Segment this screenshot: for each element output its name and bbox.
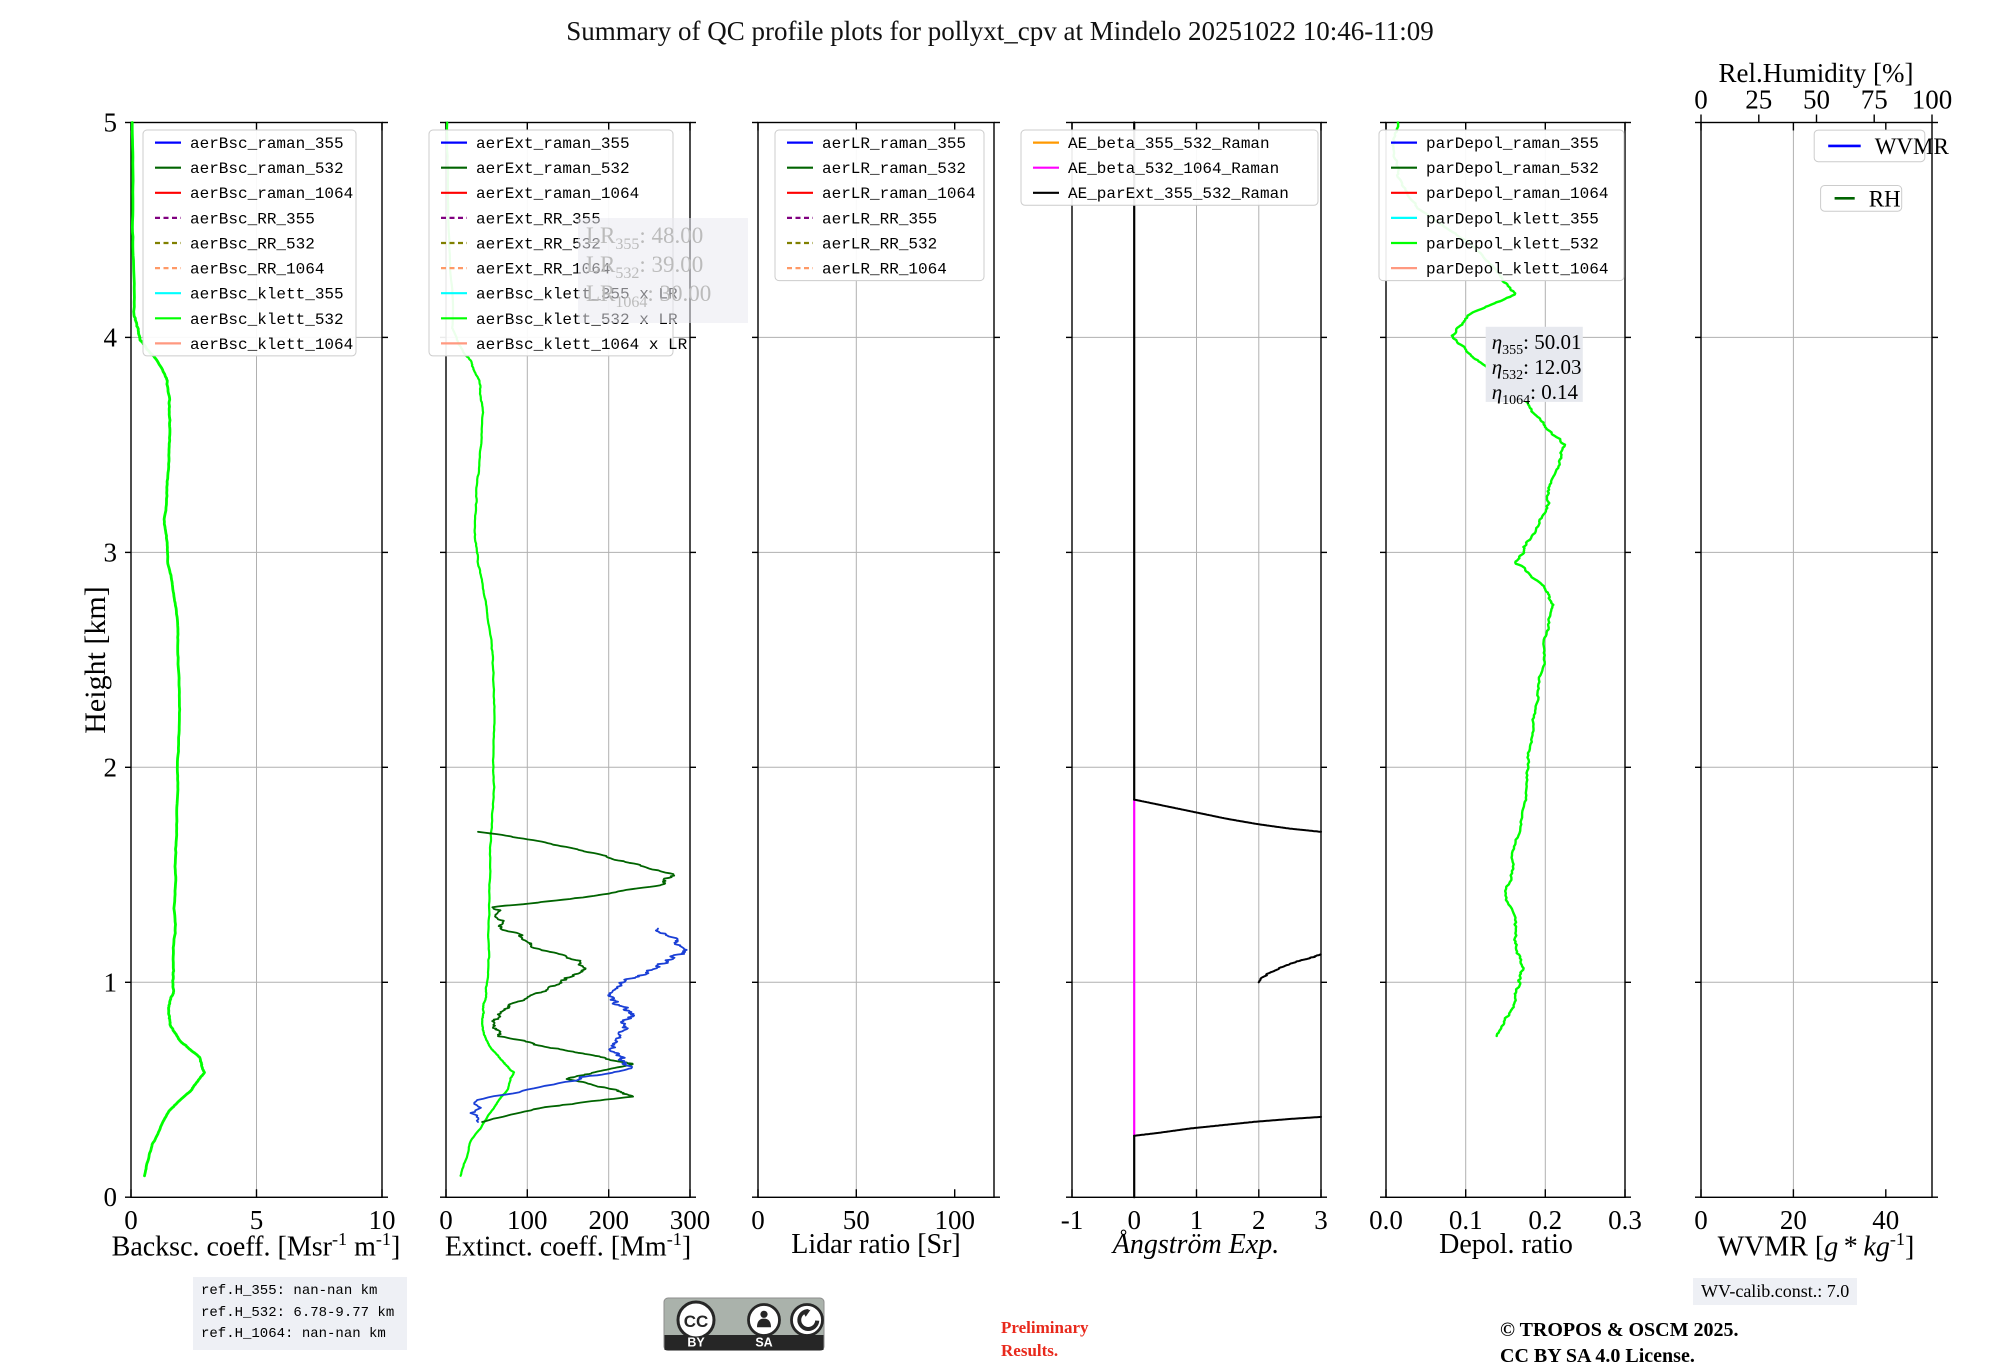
svg-text:aerExt_raman_355: aerExt_raman_355 xyxy=(476,135,630,153)
svg-text:aerBsc_raman_1064: aerBsc_raman_1064 xyxy=(190,185,353,203)
svg-text:AE_beta_532_1064_Raman: AE_beta_532_1064_Raman xyxy=(1068,160,1279,178)
svg-text:BY: BY xyxy=(687,1336,705,1350)
svg-text:parDepol_klett_532: parDepol_klett_532 xyxy=(1426,236,1599,254)
svg-text:aerBsc_klett_532: aerBsc_klett_532 xyxy=(190,311,344,329)
svg-text:aerLR_RR_532: aerLR_RR_532 xyxy=(822,236,937,254)
svg-text:RH: RH xyxy=(1869,186,1901,211)
svg-text:aerBsc_raman_355: aerBsc_raman_355 xyxy=(190,135,344,153)
svg-text:aerBsc_klett_355: aerBsc_klett_355 xyxy=(190,286,344,304)
svg-text:aerExt_raman_1064: aerExt_raman_1064 xyxy=(476,185,639,203)
svg-text:0: 0 xyxy=(1694,1205,1708,1235)
svg-text:WVMR: WVMR xyxy=(1875,134,1950,159)
svg-text:0: 0 xyxy=(104,1182,118,1212)
svg-text:AE_parExt_355_532_Raman: AE_parExt_355_532_Raman xyxy=(1068,185,1289,203)
svg-text:3: 3 xyxy=(104,537,118,567)
svg-text:aerLR_RR_355: aerLR_RR_355 xyxy=(822,210,937,228)
svg-text:aerLR_raman_355: aerLR_raman_355 xyxy=(822,135,966,153)
svg-text:aerLR_RR_1064: aerLR_RR_1064 xyxy=(822,261,947,279)
svg-text:75: 75 xyxy=(1861,85,1888,115)
svg-text:5: 5 xyxy=(104,108,118,138)
svg-text:aerLR_raman_1064: aerLR_raman_1064 xyxy=(822,185,976,203)
svg-text:0: 0 xyxy=(751,1205,765,1235)
svg-text:aerBsc_klett_1064: aerBsc_klett_1064 xyxy=(190,336,353,354)
svg-text:AE_beta_355_532_Raman: AE_beta_355_532_Raman xyxy=(1068,135,1270,153)
svg-text:25: 25 xyxy=(1745,85,1772,115)
svg-text:aerBsc_raman_532: aerBsc_raman_532 xyxy=(190,160,344,178)
svg-text:parDepol_raman_1064: parDepol_raman_1064 xyxy=(1426,185,1608,203)
svg-text:4: 4 xyxy=(104,322,118,352)
svg-text:aerExt_raman_532: aerExt_raman_532 xyxy=(476,160,630,178)
svg-text:0.3: 0.3 xyxy=(1608,1205,1642,1235)
svg-text:3: 3 xyxy=(1314,1205,1328,1235)
svg-text:parDepol_klett_355: parDepol_klett_355 xyxy=(1426,210,1599,228)
svg-text:CC: CC xyxy=(683,1312,708,1331)
svg-text:parDepol_raman_532: parDepol_raman_532 xyxy=(1426,160,1599,178)
svg-text:aerBsc_klett_1064 x LR: aerBsc_klett_1064 x LR xyxy=(476,336,688,354)
svg-text:parDepol_klett_1064: parDepol_klett_1064 xyxy=(1426,261,1608,279)
svg-text:-1: -1 xyxy=(1061,1205,1084,1235)
svg-text:aerBsc_RR_1064: aerBsc_RR_1064 xyxy=(190,261,324,279)
svg-text:aerLR_raman_532: aerLR_raman_532 xyxy=(822,160,966,178)
svg-text:0.0: 0.0 xyxy=(1369,1205,1403,1235)
svg-text:100: 100 xyxy=(1912,85,1953,115)
svg-text:2: 2 xyxy=(104,752,118,782)
svg-text:1: 1 xyxy=(104,967,118,997)
svg-text:parDepol_raman_355: parDepol_raman_355 xyxy=(1426,135,1599,153)
svg-text:SA: SA xyxy=(755,1336,772,1350)
svg-text:aerBsc_RR_355: aerBsc_RR_355 xyxy=(190,210,315,228)
svg-text:aerBsc_RR_532: aerBsc_RR_532 xyxy=(190,236,315,254)
svg-text:0: 0 xyxy=(1694,85,1708,115)
svg-text:50: 50 xyxy=(1803,85,1830,115)
